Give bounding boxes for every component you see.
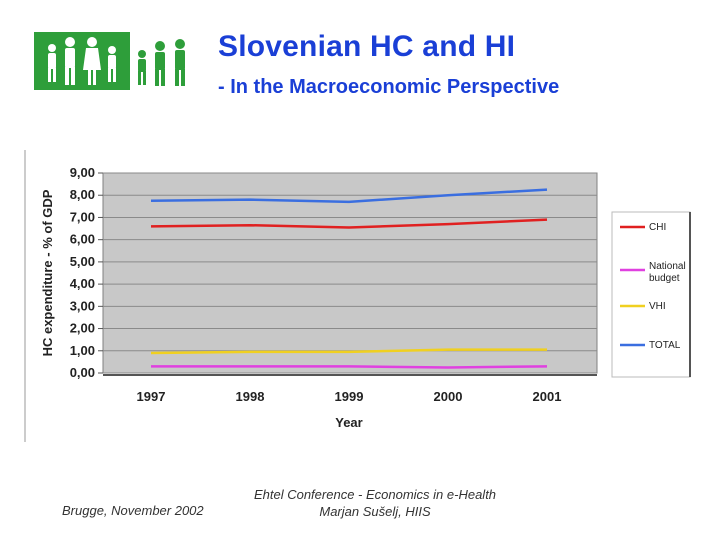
x-tick-label: 1998	[236, 389, 265, 404]
page-title: Slovenian HC and HI	[218, 30, 516, 63]
x-axis-label: Year	[335, 415, 362, 430]
series-line-vhi	[150, 348, 547, 355]
y-tick-label: 9,00	[70, 165, 95, 180]
series-line-national-budget	[151, 365, 548, 369]
y-tick-label: 6,00	[70, 232, 95, 247]
series-line-chi	[150, 218, 548, 229]
legend-label: National budget	[649, 261, 686, 284]
legend-label: TOTAL	[649, 340, 681, 351]
y-tick-label: 7,00	[70, 209, 95, 224]
y-tick-label: 5,00	[70, 254, 95, 269]
y-tick-label: 8,00	[70, 187, 95, 202]
series-line-total	[150, 188, 548, 204]
y-tick-label: 2,00	[70, 321, 95, 336]
page-subtitle: - In the Macroeconomic Perspective	[218, 76, 560, 98]
legend-label: VHI	[649, 301, 666, 312]
family-figures-logo	[34, 32, 130, 90]
y-axis-label: HC expenditure - % of GDP	[40, 189, 55, 356]
legend-label: CHI	[649, 222, 666, 233]
x-tick-label: 2001	[533, 389, 562, 404]
x-tick-label: 1999	[335, 389, 364, 404]
footer-author-line: Marjan Sušelj, HIIS	[319, 504, 431, 519]
x-tick-label: 1997	[137, 389, 166, 404]
family-figures-icon	[138, 39, 185, 86]
y-tick-label: 0,00	[70, 365, 95, 380]
y-tick-label: 1,00	[70, 343, 95, 358]
footer-location-date: Brugge, November 2002	[62, 503, 204, 518]
y-tick-label: 3,00	[70, 298, 95, 313]
legend-box	[611, 211, 691, 378]
x-tick-label: 2000	[434, 389, 463, 404]
footer-conference: Ehtel Conference - Economics in e-Health…	[230, 486, 520, 520]
footer-conference-line: Ehtel Conference - Economics in e-Health	[253, 487, 497, 502]
plot-area	[102, 172, 598, 374]
y-tick-label: 4,00	[70, 276, 95, 291]
